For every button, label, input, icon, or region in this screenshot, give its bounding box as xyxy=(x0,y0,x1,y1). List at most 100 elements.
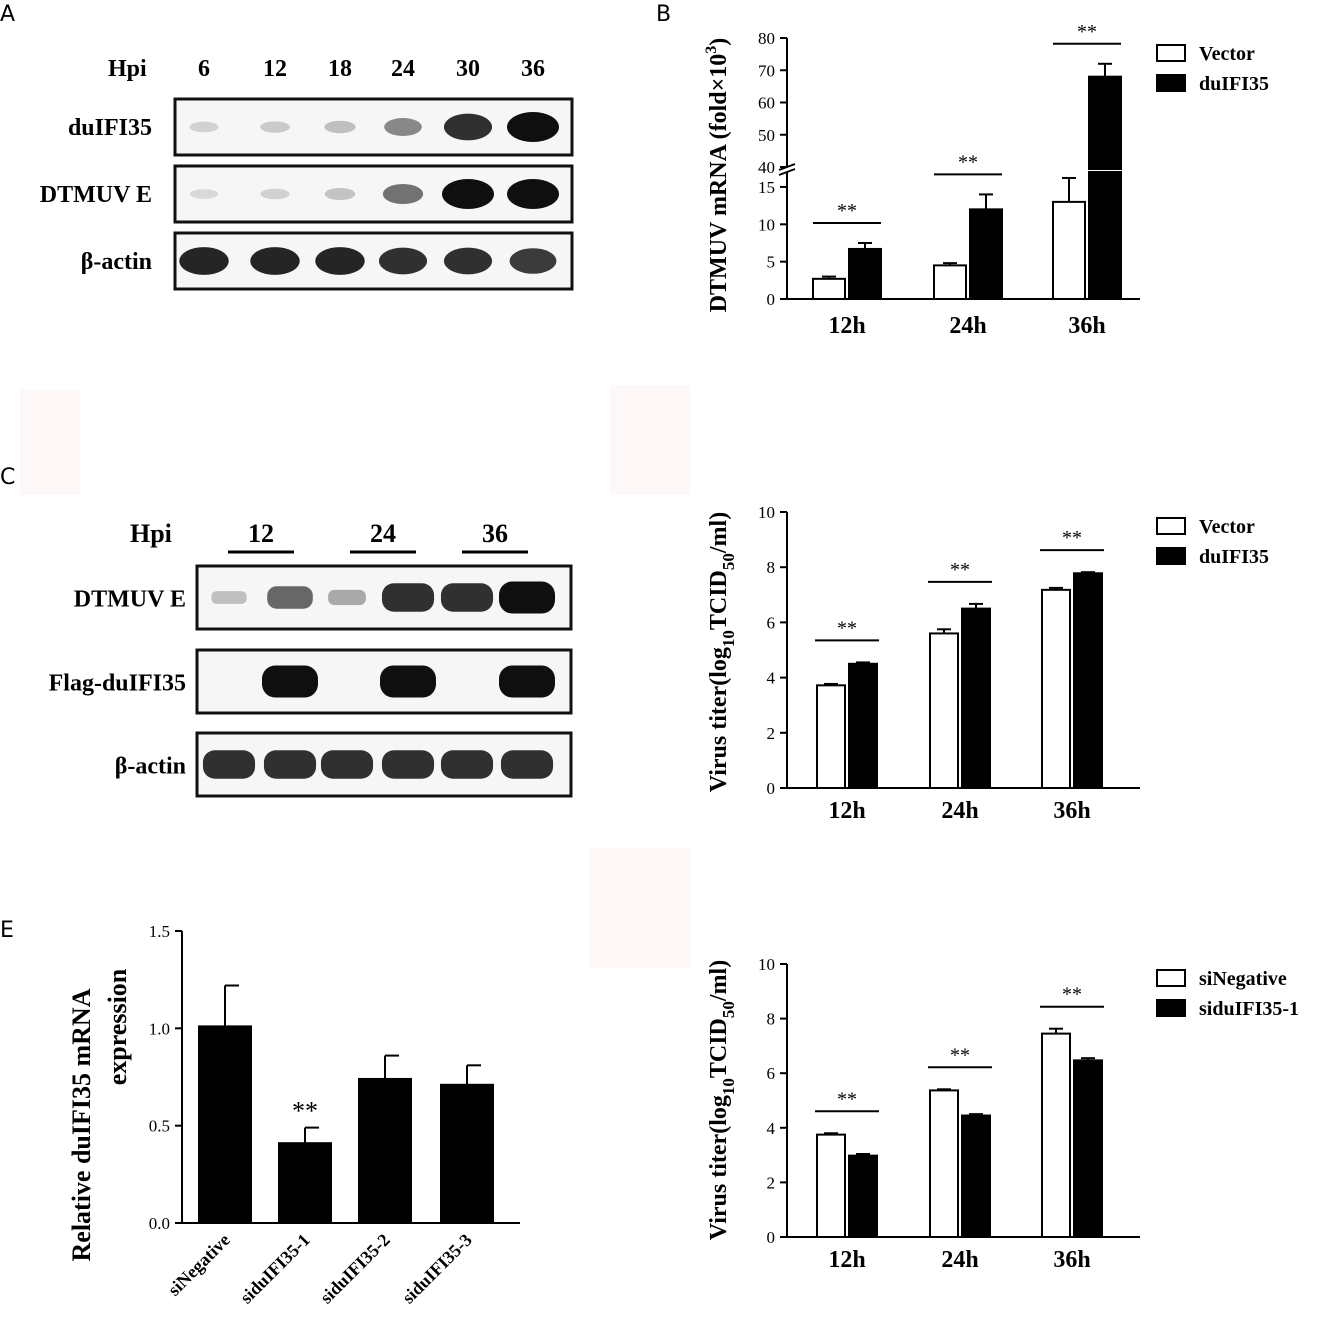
blot-a-timepoint: 12 xyxy=(263,56,287,82)
chart-e: Relative duIFI35 mRNA expression 0.0 0.5 1… xyxy=(67,922,520,1308)
significance-label: ** xyxy=(1077,21,1097,43)
blot-a-band xyxy=(384,118,422,136)
y-tick-label: 4 xyxy=(767,1119,776,1138)
blot-c-band xyxy=(440,583,494,612)
blot-a-band xyxy=(179,247,229,275)
y-tick-label: 0.5 xyxy=(149,1117,170,1136)
bar xyxy=(929,632,959,789)
blot-a-band xyxy=(324,120,356,134)
bar xyxy=(816,684,846,789)
x-tick-label: siduIFI35-3 xyxy=(398,1230,476,1308)
y-tick-label: 10 xyxy=(758,215,775,234)
x-tick-label: 36h xyxy=(1053,798,1090,824)
bar xyxy=(848,1154,878,1238)
y-tick-label: 8 xyxy=(767,1010,776,1029)
bar xyxy=(816,1133,846,1238)
significance-label: ** xyxy=(958,151,978,173)
y-tick-label: 10 xyxy=(758,503,775,522)
blot-c-band xyxy=(328,589,366,606)
chart-e-ylabel-line2: expression xyxy=(103,968,132,1085)
bar xyxy=(961,607,991,789)
blot-c-row-label: DTMUV E xyxy=(74,587,186,613)
legend-label: siduIFI35-1 xyxy=(1199,998,1299,1020)
bar xyxy=(969,208,1003,300)
chart-d-ylabel: Virus titer(log10TCID50/ml) xyxy=(706,512,738,792)
x-tick-label: siNegative xyxy=(164,1230,234,1300)
blot-a-band xyxy=(378,247,428,275)
blot-a-row-label: DTMUV E xyxy=(40,182,152,208)
blot-a-hpi-label: Hpi xyxy=(108,56,147,82)
blot-a-membrane xyxy=(173,231,574,291)
x-tick-label: 36h xyxy=(1068,313,1105,339)
legend-swatch xyxy=(1156,74,1186,92)
y-tick-label: 0 xyxy=(767,779,776,798)
background-tint xyxy=(590,848,690,968)
y-tick-label: 60 xyxy=(758,94,775,113)
significance-label: ** xyxy=(1062,527,1082,549)
bar xyxy=(961,1114,991,1238)
chart-f: Virus titer(log10TCID50/ml) 0 2 4 6 8 10 12h **… xyxy=(706,955,1299,1273)
y-tick-label: 5 xyxy=(767,253,776,272)
blot-a-band xyxy=(509,248,557,274)
x-tick-label: 36h xyxy=(1053,1247,1090,1273)
blot-a-band xyxy=(507,112,559,142)
legend-label: duIFI35 xyxy=(1199,73,1269,95)
bar xyxy=(440,1083,494,1224)
x-tick-label: 12h xyxy=(828,1247,865,1273)
blot-c-band xyxy=(500,750,554,779)
blot-a-band xyxy=(260,188,290,200)
legend-swatch xyxy=(1156,969,1186,987)
blot-a-rows: duIFI35 DTMUV E β-actin xyxy=(40,97,574,291)
y-tick-label: 50 xyxy=(758,126,775,145)
background-tint xyxy=(20,390,80,495)
y-tick-label: 4 xyxy=(767,669,776,688)
bar xyxy=(812,277,846,300)
y-tick-label: 0 xyxy=(767,1228,776,1247)
y-tick-label: 70 xyxy=(758,61,775,80)
y-tick-label: 40 xyxy=(758,158,775,177)
blot-a-timepoints: 6 12 18 24 30 36 xyxy=(198,56,545,82)
legend-swatch xyxy=(1156,44,1186,62)
y-tick-label: 2 xyxy=(767,1173,776,1192)
blot-c-band xyxy=(440,750,494,779)
blot-c-timepoint: 24 xyxy=(370,519,396,548)
panel-label-a: A xyxy=(0,2,16,27)
blot-a: Hpi 6 12 18 24 30 36 duIFI35 DTMUV E β-actin xyxy=(40,56,574,291)
blot-a-row-label: duIFI35 xyxy=(68,115,152,141)
blot-c-band xyxy=(499,581,555,614)
blot-a-band xyxy=(189,121,219,133)
bar xyxy=(278,1142,332,1224)
bar xyxy=(1073,572,1103,789)
significance-label: ** xyxy=(837,617,857,639)
chart-b-ylabel: DTMUV mRNA (fold×103) xyxy=(703,38,732,313)
y-tick-label: 6 xyxy=(767,1064,776,1083)
blot-c-band xyxy=(267,586,313,609)
bar xyxy=(1041,1032,1071,1238)
background-tint xyxy=(610,385,690,495)
legend-label: Vector xyxy=(1199,43,1255,65)
blot-a-band xyxy=(443,247,493,275)
blot-c-band xyxy=(381,583,435,612)
x-tick-label: 24h xyxy=(941,798,978,824)
panel-label-b: B xyxy=(656,2,672,27)
bar xyxy=(1052,200,1086,300)
y-tick-label: 1.0 xyxy=(149,1019,170,1038)
significance-label: ** xyxy=(292,1097,318,1126)
blot-c-timepoints: 12 24 36 xyxy=(228,519,528,554)
y-tick-label: 0 xyxy=(767,290,776,309)
panel-label-e: E xyxy=(0,918,14,943)
bar xyxy=(1073,1059,1103,1238)
blot-c-band xyxy=(320,750,374,779)
significance-label: ** xyxy=(837,200,857,222)
bar xyxy=(1088,75,1122,300)
blot-c-band xyxy=(211,591,247,604)
x-tick-label: siduIFI35-1 xyxy=(236,1230,314,1308)
bar xyxy=(358,1077,412,1224)
y-tick-label: 10 xyxy=(758,955,775,974)
blot-a-timepoint: 18 xyxy=(328,56,352,82)
bar xyxy=(1041,588,1071,789)
legend-swatch xyxy=(1156,517,1186,535)
blot-a-band xyxy=(315,247,365,275)
axis-break-mark xyxy=(778,168,796,176)
